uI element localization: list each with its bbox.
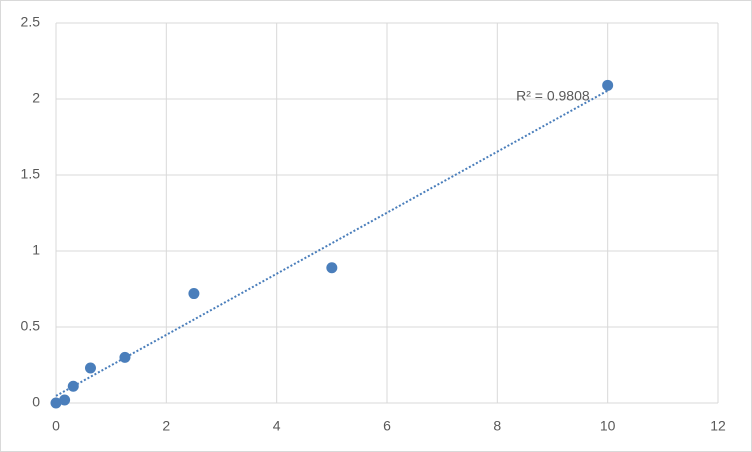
trendline-annotation: R² = 0.9808 — [516, 87, 590, 103]
x-tick-label: 2 — [162, 418, 170, 434]
y-tick-label: 2.5 — [21, 14, 41, 30]
trendline — [55, 89, 609, 397]
point — [119, 351, 131, 363]
x-tick-label: 0 — [52, 418, 60, 434]
y-tick-label: 1 — [32, 242, 40, 258]
y-tick-label: 0.5 — [21, 318, 41, 334]
x-tick-label: 4 — [273, 418, 281, 434]
point — [59, 394, 71, 406]
point — [188, 288, 200, 300]
point — [50, 397, 62, 409]
x-tick-label: 10 — [600, 418, 616, 434]
point — [84, 362, 96, 374]
point — [67, 380, 79, 392]
y-tick-label: 2 — [32, 90, 40, 106]
y-tick-label: 1.5 — [21, 166, 41, 182]
x-tick-label: 8 — [493, 418, 501, 434]
point — [326, 262, 338, 274]
x-tick-label: 12 — [710, 418, 726, 434]
point — [602, 79, 614, 91]
y-tick-label: 0 — [32, 394, 40, 410]
x-tick-label: 6 — [383, 418, 391, 434]
